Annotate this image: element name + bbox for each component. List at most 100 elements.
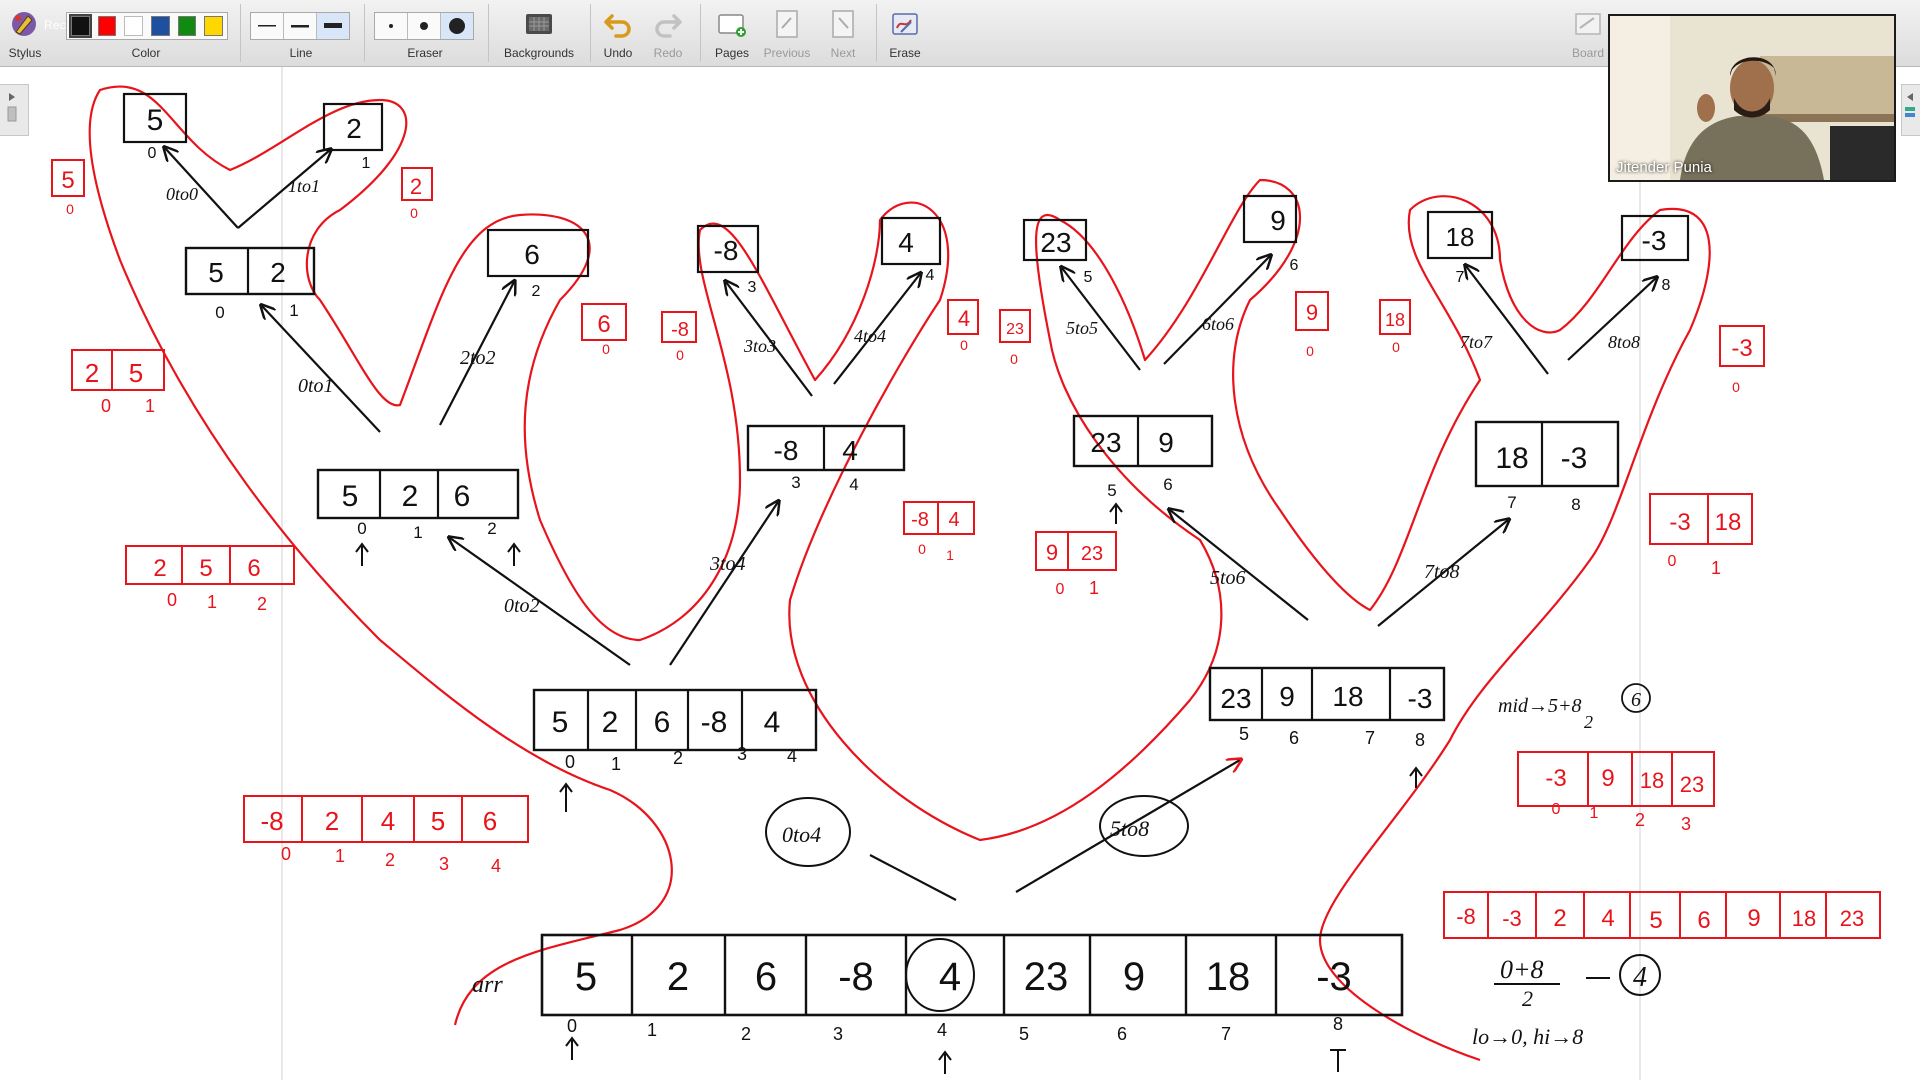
line-thin-button[interactable] xyxy=(251,13,284,39)
stylus-label: Stylus xyxy=(8,46,42,60)
range-label-5to5: 5to5 xyxy=(1066,318,1098,338)
eraser-medium-button[interactable] xyxy=(408,13,441,39)
color-swatch-white[interactable] xyxy=(124,16,144,36)
r1-cell-1: 9 xyxy=(1279,681,1295,712)
presenter-video-frame xyxy=(1610,16,1894,180)
range-label-0to0: 0to0 xyxy=(166,184,198,204)
svg-text:18: 18 xyxy=(1640,768,1664,793)
line-thick-button[interactable] xyxy=(317,13,349,39)
right-side-panel-toggle[interactable] xyxy=(1901,84,1920,136)
svg-text:-3: -3 xyxy=(1545,765,1566,792)
svg-text:23: 23 xyxy=(1680,772,1704,797)
ret-final-sorted: -8 -3 2 4 5 6 9 18 23 xyxy=(1443,891,1881,939)
ret-5: 5 0 xyxy=(51,159,85,217)
range-label-4to4: 4to4 xyxy=(854,326,886,346)
redo-label: Redo xyxy=(653,46,683,60)
array-m8-4: -8 4 3 4 xyxy=(746,424,906,494)
color-swatch-blue[interactable] xyxy=(151,16,170,36)
nm84-index-1: 4 xyxy=(849,475,858,494)
root-array-label: arr xyxy=(472,972,503,998)
n52-index-0: 0 xyxy=(215,303,224,322)
n18m3-index-1: 8 xyxy=(1571,495,1580,514)
svg-text:1: 1 xyxy=(145,396,155,416)
root-index-4: 4 xyxy=(937,1020,947,1040)
redo-button[interactable]: Redo xyxy=(646,0,690,66)
svg-text:6: 6 xyxy=(524,239,540,270)
svg-text:4: 4 xyxy=(948,509,959,531)
board-label[interactable]: Board xyxy=(1572,46,1605,60)
r1-index-1: 6 xyxy=(1289,728,1299,748)
presenter-video[interactable]: Jitender Punia xyxy=(1608,14,1896,182)
previous-page-button[interactable]: Previous xyxy=(760,0,814,66)
root-mid-numerator: 0+8 xyxy=(1500,955,1544,984)
svg-text:1: 1 xyxy=(362,155,371,172)
root-cell-3: -8 xyxy=(838,955,874,999)
eraser-small-button[interactable] xyxy=(375,13,408,39)
mid-note-denominator: 2 xyxy=(1584,712,1593,732)
new-page-icon xyxy=(718,14,746,37)
returned-arrays: 5 0 2 0 2 5 0 1 6 0 2 5 6 0 1 2 -8 0 4 xyxy=(51,159,1881,939)
undo-button[interactable]: Undo xyxy=(596,0,640,66)
root-mid-denominator: 2 xyxy=(1522,986,1533,1011)
r1-cell-3: -3 xyxy=(1408,683,1433,714)
range-label-5to6: 5to6 xyxy=(1210,567,1246,589)
svg-text:4: 4 xyxy=(898,227,914,258)
svg-text:2: 2 xyxy=(410,174,422,199)
line-medium-button[interactable] xyxy=(284,13,317,39)
left-half-array: 5 2 6 -8 4 0 1 2 3 4 xyxy=(532,688,818,812)
range-label-0to2: 0to2 xyxy=(504,595,540,617)
pages-button[interactable]: Pages xyxy=(708,0,756,66)
svg-text:9: 9 xyxy=(1306,300,1318,325)
erase-button[interactable]: Erase xyxy=(882,0,928,66)
svg-text:0: 0 xyxy=(1056,581,1065,598)
color-swatch-green[interactable] xyxy=(177,16,197,36)
svg-text:6: 6 xyxy=(1697,907,1710,934)
color-swatch-red[interactable] xyxy=(97,16,117,36)
n526-index-1: 1 xyxy=(413,523,422,542)
root-cell-7: 18 xyxy=(1206,955,1251,999)
leaf-23: 23 5 xyxy=(1022,218,1093,286)
svg-text:5: 5 xyxy=(61,167,74,194)
color-swatch-black[interactable] xyxy=(69,14,92,38)
r1-index-2: 7 xyxy=(1365,728,1375,748)
l1-index-0: 0 xyxy=(565,752,575,772)
svg-text:4: 4 xyxy=(926,267,935,284)
previous-page-icon xyxy=(776,10,798,38)
svg-text:-3: -3 xyxy=(1669,509,1690,536)
board-icon[interactable] xyxy=(1574,10,1602,40)
svg-text:5: 5 xyxy=(1084,269,1093,286)
array-23-9: 23 9 5 6 xyxy=(1072,414,1214,524)
whiteboard-canvas[interactable]: arr 5 2 6 -8 4 23 9 18 -3 0 1 2 3 4 5 6 xyxy=(0,67,1920,1080)
ret-2-5-6: 2 5 6 0 1 2 xyxy=(125,545,295,614)
eraser-tool: Eraser xyxy=(372,0,478,66)
backgrounds-tool[interactable]: Backgrounds xyxy=(494,0,584,66)
color-swatch-yellow[interactable] xyxy=(204,16,224,36)
presenter-name: Jitender Punia xyxy=(1616,159,1712,176)
previous-label: Previous xyxy=(763,46,811,60)
undo-label: Undo xyxy=(603,46,633,60)
array-5-2: 5 2 0 1 xyxy=(184,246,316,322)
svg-text:0: 0 xyxy=(960,337,968,353)
svg-text:0: 0 xyxy=(918,541,926,557)
call-arrows xyxy=(165,148,1656,901)
svg-text:2: 2 xyxy=(153,555,166,582)
erase-board-icon xyxy=(892,13,918,35)
svg-text:5: 5 xyxy=(147,104,164,137)
right-half-array: 23 9 18 -3 5 6 7 8 xyxy=(1208,666,1446,788)
eraser-size-buttons xyxy=(374,12,474,40)
svg-text:9: 9 xyxy=(1747,905,1760,932)
l1-index-4: 4 xyxy=(787,746,797,766)
left-side-panel-toggle[interactable] xyxy=(0,84,29,136)
next-page-button[interactable]: Next xyxy=(820,0,866,66)
ret-23: 23 0 xyxy=(999,309,1031,367)
ret-6: 6 0 xyxy=(581,303,627,357)
root-cell-6: 9 xyxy=(1123,955,1145,999)
root-array: arr 5 2 6 -8 4 23 9 18 -3 0 1 2 3 4 5 6 xyxy=(472,933,1404,1074)
root-index-5: 5 xyxy=(1019,1024,1029,1044)
stylus-tool[interactable]: Stylus xyxy=(0,0,50,66)
svg-text:6: 6 xyxy=(247,555,260,582)
ret-9: 9 0 xyxy=(1295,291,1329,359)
eraser-large-button[interactable] xyxy=(441,13,473,39)
l1-index-1: 1 xyxy=(611,754,621,774)
svg-text:0: 0 xyxy=(602,341,610,357)
